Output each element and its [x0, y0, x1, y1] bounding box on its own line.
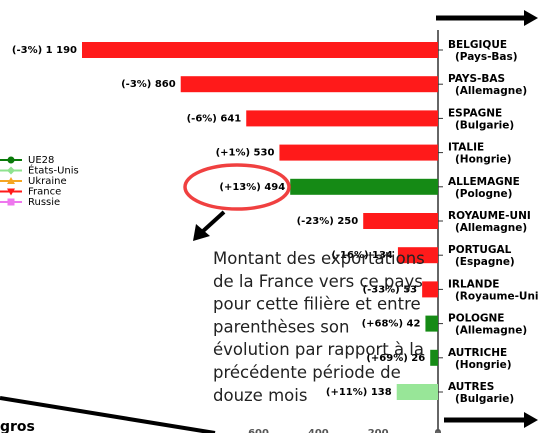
category-sublabel: (Royaume-Uni): [455, 290, 538, 302]
category-sublabel: (Espagne): [455, 256, 515, 268]
annotation-text: de la France vers ce pays: [213, 272, 423, 291]
category-sublabel: (Bulgarie): [455, 119, 514, 131]
value-label: (+68%) 42: [362, 319, 421, 330]
legend-label: UE28: [28, 155, 54, 166]
annotation-text: douze mois: [213, 386, 307, 405]
legend-label: Russie: [28, 197, 60, 208]
plot: 0 200 400 600 (-3%) 1 190 BELGIQUE(Pays-Bas) (…: [0, 30, 538, 433]
x-tick-label: 400: [308, 428, 329, 433]
annotation-text: précédente période de: [213, 363, 401, 382]
value-label: (-33%) 53: [363, 284, 418, 295]
legend-label: Ukraine: [28, 176, 67, 187]
category-label: IRLANDE: [448, 278, 500, 290]
bar: [430, 349, 438, 366]
x-tick-label: 0: [435, 428, 442, 433]
arrow-head: [524, 10, 538, 26]
category-label: POLOGNE: [448, 313, 504, 325]
annotation-text: Montant des exportations: [213, 249, 425, 268]
value-label: (-3%) 1 190: [12, 45, 77, 56]
annotation-text: évolution par rapport à la: [213, 340, 424, 359]
bar: [396, 384, 438, 400]
category-label: AUTRES: [448, 381, 494, 393]
annotation-text: parenthèses son: [213, 317, 349, 336]
x-tick-label: 200: [368, 428, 389, 433]
bar: [279, 144, 438, 161]
category-sublabel: (Allemagne): [455, 325, 527, 337]
legend-marker: [7, 166, 15, 175]
legend-marker: [7, 188, 15, 196]
value-label: (-3%) 860: [121, 79, 176, 90]
category-label: ALLEMAGNE: [448, 176, 520, 188]
category-label: AUTRICHE: [448, 347, 507, 359]
arrow-head: [524, 412, 538, 428]
legend-label: États-Unis: [28, 164, 79, 177]
bar: [180, 76, 438, 93]
pointer-head: [193, 224, 210, 241]
bar: [290, 178, 438, 195]
value-label: (-16%) 134: [331, 250, 393, 261]
category-sublabel: (Pologne): [455, 188, 512, 200]
highlight-ellipse: [183, 163, 291, 211]
value-label: (+11%) 138: [326, 387, 392, 398]
bar: [246, 110, 438, 127]
value-label: (+13%) 494: [219, 182, 285, 193]
category-sublabel: (Bulgarie): [455, 393, 514, 405]
legend-marker: [7, 156, 15, 164]
category-label: PORTUGAL: [448, 244, 512, 256]
category-sublabel: (Allemagne): [455, 85, 527, 97]
value-label: (+1%) 530: [216, 148, 275, 159]
bar: [82, 42, 438, 58]
bar: [422, 281, 438, 298]
annotation-text: pour cette filière et entre: [213, 295, 421, 314]
value-label: (+69%) 26: [366, 353, 425, 364]
category-sublabel: (Hongrie): [455, 154, 512, 166]
bar: [363, 213, 438, 229]
category-label: ROYAUME-UNI: [448, 210, 531, 222]
category-sublabel: (Allemagne): [455, 222, 527, 234]
category-label: BELGIQUE: [448, 39, 507, 51]
legend-label: France: [28, 187, 61, 198]
annotation-bg: [200, 244, 256, 404]
category-sublabel: (Hongrie): [455, 359, 512, 371]
category-label: ESPAGNE: [448, 107, 502, 119]
legend-marker: [7, 198, 15, 206]
category-label: ITALIE: [448, 142, 484, 154]
bar: [425, 315, 438, 332]
corner-line: [0, 396, 216, 433]
value-label: (-23%) 250: [297, 216, 359, 227]
corner-text: gros: [0, 419, 35, 433]
pointer-arrow: [200, 210, 226, 234]
category-sublabel: (Pays-Bas): [455, 51, 518, 63]
value-label: (-6%) 641: [187, 113, 242, 124]
category-label: PAYS-BAS: [448, 73, 505, 85]
bar: [397, 247, 438, 264]
legend-marker: [7, 177, 15, 184]
x-tick-label: 600: [248, 428, 269, 433]
